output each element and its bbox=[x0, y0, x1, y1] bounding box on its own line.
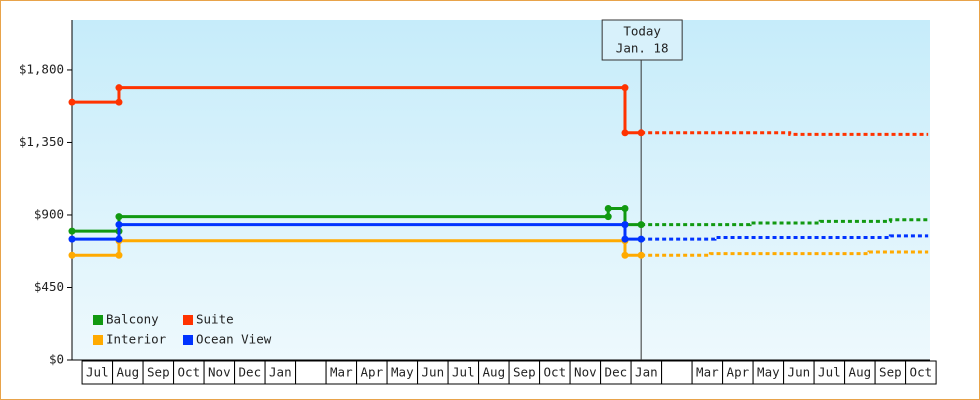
legend-label: Interior bbox=[106, 332, 167, 347]
x-tick-label: Jul bbox=[86, 365, 109, 380]
x-tick-label: Jun bbox=[788, 365, 811, 380]
price-point bbox=[637, 221, 645, 229]
price-point bbox=[68, 227, 76, 235]
y-tick-label: $1,350 bbox=[19, 134, 64, 149]
y-tick-label: $1,800 bbox=[19, 61, 64, 76]
x-tick-label: Sep bbox=[147, 365, 170, 380]
x-tick-label: Nov bbox=[574, 365, 597, 380]
price-point bbox=[115, 235, 123, 243]
plot-area bbox=[72, 20, 930, 360]
x-tick-label: Dec bbox=[605, 365, 628, 380]
legend-label: Ocean View bbox=[196, 332, 272, 347]
y-tick-label: $900 bbox=[34, 206, 64, 221]
today-label: Today bbox=[623, 24, 661, 39]
x-tick-label: Apr bbox=[727, 365, 750, 380]
month-box bbox=[661, 360, 693, 385]
price-point bbox=[621, 235, 629, 243]
today-label: Jan. 18 bbox=[616, 41, 669, 56]
price-point bbox=[115, 221, 123, 229]
price-point bbox=[637, 235, 645, 243]
x-tick-label: Apr bbox=[361, 365, 384, 380]
price-point bbox=[621, 84, 629, 92]
price-point bbox=[68, 251, 76, 259]
legend-swatch bbox=[93, 315, 103, 325]
x-tick-label: Aug bbox=[117, 365, 140, 380]
x-tick-label: Sep bbox=[879, 365, 902, 380]
legend-label: Balcony bbox=[106, 312, 159, 327]
legend-swatch bbox=[183, 315, 193, 325]
forecast-line bbox=[641, 131, 929, 136]
x-tick-label: Oct bbox=[178, 365, 201, 380]
y-tick-label: $0 bbox=[49, 352, 64, 367]
x-tick-label: May bbox=[757, 365, 780, 380]
x-tick-label: Nov bbox=[208, 365, 231, 380]
price-point bbox=[604, 213, 612, 221]
legend-swatch bbox=[93, 335, 103, 345]
price-point bbox=[637, 251, 645, 259]
x-tick-label: Jan bbox=[269, 365, 292, 380]
x-tick-label: Jan bbox=[635, 365, 658, 380]
price-point bbox=[115, 213, 123, 221]
price-point bbox=[115, 84, 123, 92]
forecast-line bbox=[641, 218, 929, 227]
price-point bbox=[68, 98, 76, 106]
x-tick-label: Mar bbox=[696, 365, 719, 380]
x-tick-label: May bbox=[391, 365, 414, 380]
legend-label: Suite bbox=[196, 312, 234, 327]
forecast-line bbox=[641, 250, 929, 257]
price-point bbox=[604, 205, 612, 213]
x-tick-label: Sep bbox=[513, 365, 536, 380]
forecast-line bbox=[641, 234, 929, 241]
x-tick-label: Aug bbox=[849, 365, 872, 380]
x-tick-label: Oct bbox=[910, 365, 933, 380]
price-point bbox=[621, 221, 629, 229]
price-point bbox=[68, 235, 76, 243]
x-tick-label: Jul bbox=[452, 365, 475, 380]
x-tick-label: Aug bbox=[483, 365, 506, 380]
x-tick-label: Oct bbox=[544, 365, 567, 380]
price-point bbox=[621, 129, 629, 137]
x-tick-label: Jun bbox=[422, 365, 445, 380]
today-box bbox=[601, 19, 683, 61]
month-box bbox=[905, 360, 937, 385]
legend-swatch bbox=[183, 335, 193, 345]
y-tick-label: $450 bbox=[34, 279, 64, 294]
price-point bbox=[115, 98, 123, 106]
price-point bbox=[637, 129, 645, 137]
price-point bbox=[621, 205, 629, 213]
month-box bbox=[295, 360, 327, 385]
x-tick-label: Mar bbox=[330, 365, 353, 380]
price-point bbox=[621, 251, 629, 259]
x-tick-label: Dec bbox=[239, 365, 262, 380]
price-point bbox=[115, 251, 123, 259]
x-tick-label: Jul bbox=[818, 365, 841, 380]
